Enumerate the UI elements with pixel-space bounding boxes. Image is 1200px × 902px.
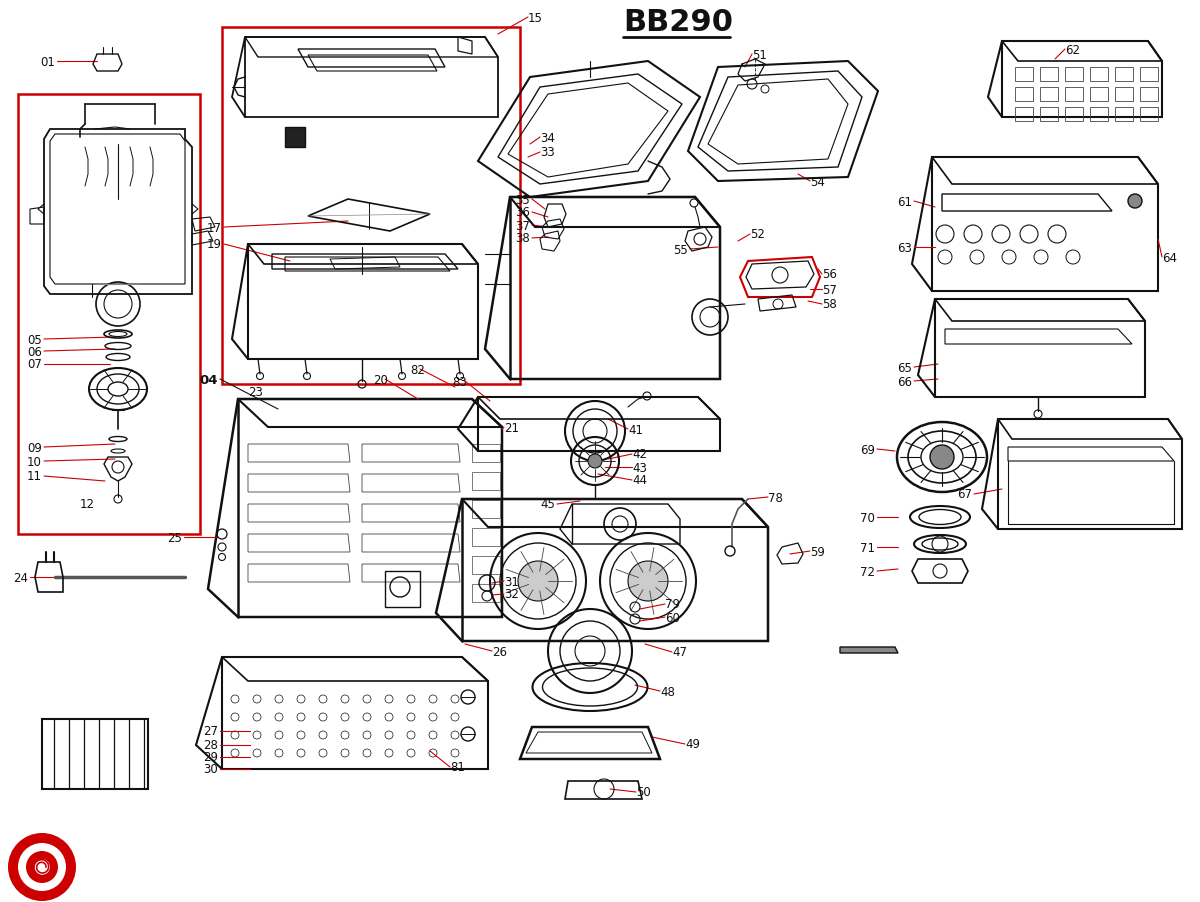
Text: 36: 36 (515, 207, 530, 219)
Text: 47: 47 (672, 646, 686, 658)
Text: 69: 69 (860, 443, 875, 456)
Text: 62: 62 (1066, 43, 1080, 57)
Text: 42: 42 (632, 448, 647, 461)
Text: 70: 70 (860, 511, 875, 524)
Circle shape (930, 446, 954, 469)
Text: 60: 60 (665, 611, 680, 624)
Circle shape (518, 561, 558, 602)
Text: 79: 79 (665, 598, 680, 611)
Text: 30: 30 (203, 763, 218, 776)
Text: 51: 51 (752, 49, 767, 61)
Circle shape (34, 859, 50, 875)
Text: 31: 31 (504, 575, 518, 588)
Text: 54: 54 (810, 175, 824, 189)
Polygon shape (840, 648, 898, 653)
Circle shape (26, 851, 58, 883)
Text: 24: 24 (13, 571, 28, 584)
Text: 66: 66 (898, 375, 912, 388)
Text: 34: 34 (540, 132, 554, 144)
Text: 25: 25 (167, 531, 182, 544)
Text: 38: 38 (515, 232, 530, 245)
Text: 59: 59 (810, 545, 824, 557)
Text: 01: 01 (40, 55, 55, 69)
Text: 52: 52 (750, 228, 764, 241)
Text: 71: 71 (860, 541, 875, 554)
Text: 20: 20 (373, 373, 388, 386)
Text: 10: 10 (28, 455, 42, 468)
Text: 11: 11 (28, 470, 42, 483)
Circle shape (588, 455, 602, 468)
Text: 09: 09 (28, 441, 42, 454)
Text: 61: 61 (898, 196, 912, 208)
Text: 82: 82 (410, 364, 425, 376)
Text: 45: 45 (540, 498, 554, 511)
Text: 12: 12 (79, 498, 95, 511)
Text: 57: 57 (822, 283, 836, 296)
Text: 27: 27 (203, 724, 218, 738)
Text: 44: 44 (632, 474, 647, 487)
Text: 49: 49 (685, 738, 700, 750)
Text: 05: 05 (28, 333, 42, 346)
Text: 32: 32 (504, 588, 518, 601)
Text: 06: 06 (28, 345, 42, 358)
Text: 55: 55 (673, 244, 688, 256)
Text: 64: 64 (1162, 252, 1177, 264)
Text: 35: 35 (515, 193, 530, 207)
Text: 37: 37 (515, 219, 530, 232)
Text: BB290: BB290 (623, 7, 733, 36)
Text: 15: 15 (528, 12, 542, 24)
Text: 56: 56 (822, 268, 836, 281)
Text: 78: 78 (768, 491, 782, 504)
Text: 04: 04 (199, 373, 218, 386)
Text: 07: 07 (28, 358, 42, 371)
Text: 26: 26 (492, 645, 508, 658)
Text: 81: 81 (450, 760, 464, 774)
Circle shape (18, 843, 66, 891)
Text: 63: 63 (898, 241, 912, 254)
Text: 19: 19 (208, 238, 222, 252)
Circle shape (1128, 195, 1142, 208)
Text: 48: 48 (660, 685, 674, 698)
Text: 65: 65 (898, 361, 912, 374)
Text: 28: 28 (203, 739, 218, 751)
Text: 17: 17 (208, 221, 222, 235)
Text: 43: 43 (632, 461, 647, 474)
Text: 23: 23 (248, 386, 263, 399)
Text: 41: 41 (628, 423, 643, 436)
Text: 83: 83 (452, 375, 467, 388)
Polygon shape (286, 128, 305, 148)
Text: 58: 58 (822, 299, 836, 311)
Text: 29: 29 (203, 750, 218, 764)
Circle shape (628, 561, 668, 602)
Text: 50: 50 (636, 786, 650, 798)
Text: 72: 72 (860, 565, 875, 578)
Text: 21: 21 (504, 421, 520, 434)
Circle shape (8, 833, 76, 901)
Text: 67: 67 (958, 488, 972, 501)
Text: 33: 33 (540, 146, 554, 160)
